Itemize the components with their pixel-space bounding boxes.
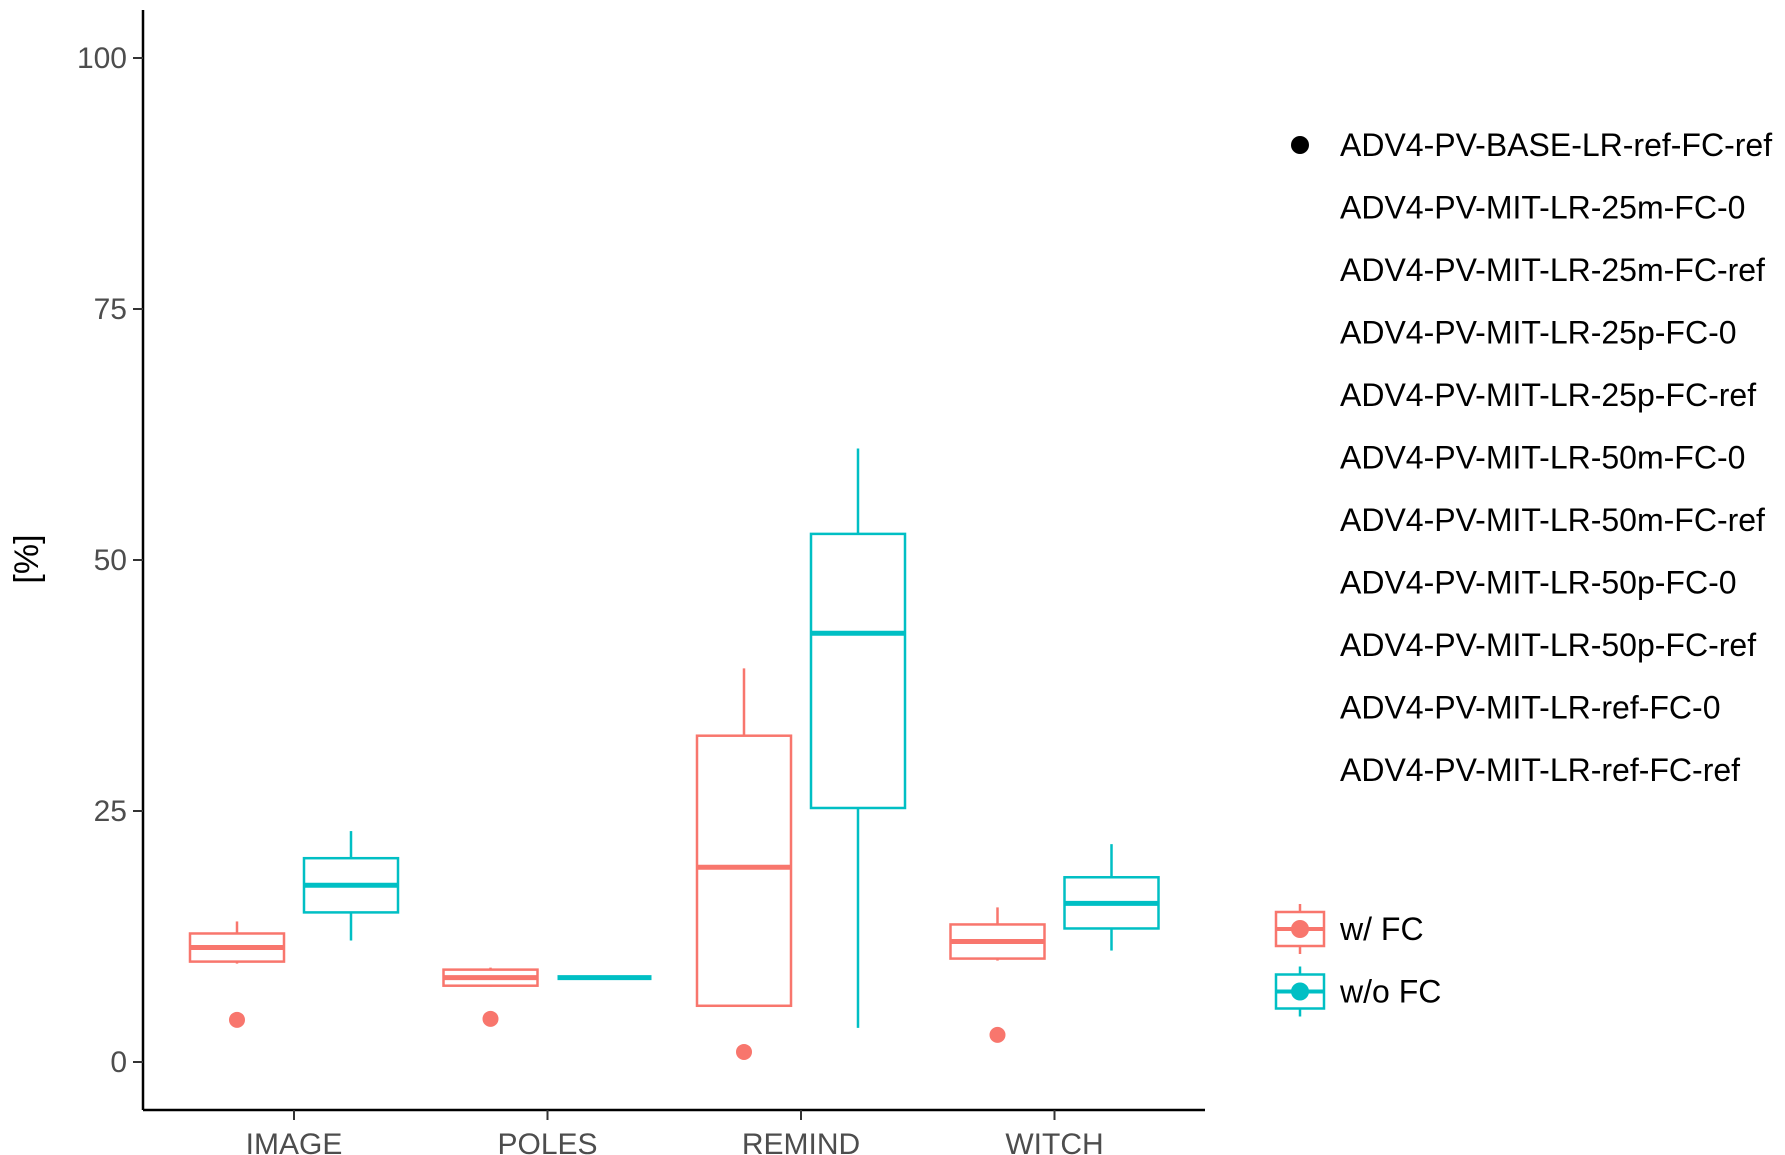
box-image-with-fc xyxy=(188,921,286,1028)
outlier-point xyxy=(736,1043,752,1060)
shape-legend-label: ADV4-PV-MIT-LR-25p-FC-ref xyxy=(1340,377,1756,413)
box-image-without-fc xyxy=(302,831,400,941)
color-legend-key xyxy=(1274,966,1326,1017)
x-tick-label: REMIND xyxy=(742,1128,860,1155)
outlier-point xyxy=(989,1026,1006,1043)
shape-legend-label: ADV4-PV-MIT-LR-50m-FC-0 xyxy=(1340,440,1745,476)
shape-legend-label: ADV4-PV-MIT-LR-25p-FC-0 xyxy=(1340,315,1737,351)
box-poles-with-fc xyxy=(442,967,539,1027)
y-tick-label: 75 xyxy=(94,293,127,326)
shape-legend-label: ADV4-PV-MIT-LR-50m-FC-ref xyxy=(1340,502,1765,538)
box-witch-without-fc xyxy=(1063,844,1160,951)
outlier-point xyxy=(229,1011,245,1028)
y-axis: 0 25 50 75 100 xyxy=(77,10,145,1110)
y-tick-label: 0 xyxy=(110,1046,127,1079)
legend-dot-icon xyxy=(1291,136,1309,154)
plot-area xyxy=(188,448,1160,1060)
shape-legend-label: ADV4-PV-MIT-LR-50p-FC-ref xyxy=(1340,627,1756,663)
shape-legend-label: ADV4-PV-MIT-LR-ref-FC-ref xyxy=(1340,752,1740,788)
box-remind-without-fc xyxy=(809,448,907,1028)
x-tick-label: WITCH xyxy=(1005,1128,1103,1155)
box-witch-with-fc xyxy=(949,907,1046,1043)
x-tick-label: IMAGE xyxy=(246,1128,343,1155)
shape-legend: ADV4-PV-BASE-LR-ref-FC-ref ADV4-PV-MIT-LR… xyxy=(1291,127,1772,788)
y-tick-label: 25 xyxy=(94,795,127,828)
iqr-box xyxy=(695,734,793,1008)
outlier-point xyxy=(482,1010,499,1027)
y-tick-label: 50 xyxy=(94,544,127,577)
shape-legend-label: ADV4-PV-BASE-LR-ref-FC-ref xyxy=(1340,127,1772,163)
color-legend-key xyxy=(1274,904,1326,954)
color-legend-label: w/o FC xyxy=(1339,974,1441,1010)
color-legend-label: w/ FC xyxy=(1339,911,1424,947)
shape-legend-label: ADV4-PV-MIT-LR-50p-FC-0 xyxy=(1340,565,1737,601)
x-axis: IMAGE POLES REMIND WITCH xyxy=(143,1108,1205,1155)
shape-legend-label: ADV4-PV-MIT-LR-25m-FC-ref xyxy=(1340,252,1765,288)
y-tick-label: 100 xyxy=(77,42,127,75)
box-remind-with-fc xyxy=(695,668,793,1060)
x-tick-label: POLES xyxy=(497,1128,597,1155)
shape-legend-label: ADV4-PV-MIT-LR-ref-FC-0 xyxy=(1340,690,1720,726)
iqr-box xyxy=(809,532,907,810)
shape-legend-label: ADV4-PV-MIT-LR-25m-FC-0 xyxy=(1340,190,1745,226)
color-legend: w/ FC w/o FC xyxy=(1274,904,1441,1017)
y-axis-title: [%] xyxy=(8,534,46,583)
